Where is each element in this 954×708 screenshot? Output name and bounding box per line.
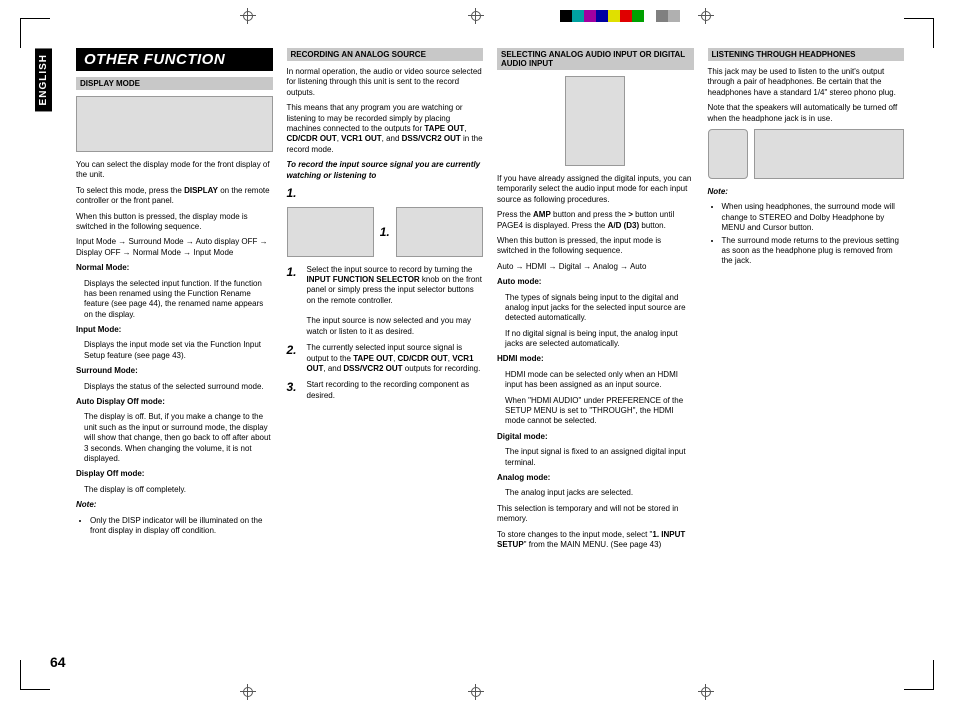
illustration-panel bbox=[287, 207, 374, 257]
mode-desc: The display is off completely. bbox=[84, 485, 273, 495]
list-number: 1. bbox=[287, 265, 301, 338]
mode-heading: Auto Display Off mode: bbox=[76, 397, 273, 407]
step-number: 1. bbox=[287, 186, 484, 202]
list-text: Select the input source to record by tur… bbox=[307, 265, 484, 338]
body-text: You can select the display mode for the … bbox=[76, 160, 273, 181]
emphasis-text: To record the input source signal you ar… bbox=[287, 160, 484, 181]
column-recording: RECORDING AN ANALOG SOURCE In normal ope… bbox=[287, 48, 484, 555]
body-text: When this button is pressed, the input m… bbox=[497, 236, 694, 257]
heading-audio-input: SELECTING ANALOG AUDIO INPUT OR DIGITAL … bbox=[497, 48, 694, 70]
body-text: Note that the speakers will automaticall… bbox=[708, 103, 905, 124]
mode-desc: The display is off. But, if you make a c… bbox=[84, 412, 273, 464]
mode-heading: Input Mode: bbox=[76, 325, 273, 335]
column-audio-input: SELECTING ANALOG AUDIO INPUT OR DIGITAL … bbox=[497, 48, 694, 555]
list-text: Start recording to the recording compone… bbox=[307, 380, 484, 401]
body-text: Input Mode → Surround Mode → Auto displa… bbox=[76, 237, 273, 258]
illustration-front-panel bbox=[76, 96, 273, 152]
heading-headphones: LISTENING THROUGH HEADPHONES bbox=[708, 48, 905, 61]
mode-heading: Analog mode: bbox=[497, 473, 694, 483]
body-text: This selection is temporary and will not… bbox=[497, 504, 694, 525]
mode-heading: HDMI mode: bbox=[497, 354, 694, 364]
heading-display-mode: DISPLAY MODE bbox=[76, 77, 273, 90]
color-calibration-bar bbox=[560, 10, 680, 22]
headphone-icon bbox=[708, 129, 748, 179]
mode-desc: HDMI mode can be selected only when an H… bbox=[505, 370, 694, 391]
page-number: 64 bbox=[50, 654, 66, 670]
mode-heading: Display Off mode: bbox=[76, 469, 273, 479]
body-text: This jack may be used to listen to the u… bbox=[708, 67, 905, 98]
body-text: Press the AMP button and press the > but… bbox=[497, 210, 694, 231]
body-text: If you have already assigned the digital… bbox=[497, 174, 694, 205]
language-tab: ENGLISH bbox=[35, 48, 52, 111]
illustration-headphone-jack bbox=[754, 129, 905, 179]
mode-heading: Normal Mode: bbox=[76, 263, 273, 273]
body-text: To store changes to the input mode, sele… bbox=[497, 530, 694, 551]
list-text: The currently selected input source sign… bbox=[307, 343, 484, 374]
mode-desc: If no digital signal is being input, the… bbox=[505, 329, 694, 350]
step-label: 1. bbox=[380, 225, 390, 239]
list-number: 3. bbox=[287, 380, 301, 401]
mode-heading: Auto mode: bbox=[497, 277, 694, 287]
body-text: When this button is pressed, the display… bbox=[76, 212, 273, 233]
mode-desc: Displays the input mode set via the Func… bbox=[84, 340, 273, 361]
mode-desc: The analog input jacks are selected. bbox=[505, 488, 694, 498]
body-text: Auto → HDMI → Digital → Analog → Auto bbox=[497, 262, 694, 272]
heading-recording: RECORDING AN ANALOG SOURCE bbox=[287, 48, 484, 61]
note-item: Only the DISP indicator will be illumina… bbox=[90, 516, 273, 537]
note-heading: Note: bbox=[708, 187, 905, 197]
column-headphones: LISTENING THROUGH HEADPHONES This jack m… bbox=[708, 48, 905, 555]
illustration-remote-lcd bbox=[565, 76, 625, 166]
note-item: The surround mode returns to the previou… bbox=[722, 236, 905, 267]
mode-desc: The input signal is fixed to an assigned… bbox=[505, 447, 694, 468]
mode-heading: Surround Mode: bbox=[76, 366, 273, 376]
mode-heading: Digital mode: bbox=[497, 432, 694, 442]
mode-desc: The types of signals being input to the … bbox=[505, 293, 694, 324]
body-text: This means that any program you are watc… bbox=[287, 103, 484, 155]
mode-desc: Displays the status of the selected surr… bbox=[84, 382, 273, 392]
mode-desc: Displays the selected input function. If… bbox=[84, 279, 273, 321]
body-text: To select this mode, press the DISPLAY o… bbox=[76, 186, 273, 207]
body-text: In normal operation, the audio or video … bbox=[287, 67, 484, 98]
section-banner: OTHER FUNCTION bbox=[76, 48, 273, 71]
column-display-mode: OTHER FUNCTION DISPLAY MODE You can sele… bbox=[76, 48, 273, 555]
mode-desc: When "HDMI AUDIO" under PREFERENCE of th… bbox=[505, 396, 694, 427]
note-item: When using headphones, the surround mode… bbox=[722, 202, 905, 233]
illustration-remote bbox=[396, 207, 483, 257]
note-heading: Note: bbox=[76, 500, 273, 510]
list-number: 2. bbox=[287, 343, 301, 374]
